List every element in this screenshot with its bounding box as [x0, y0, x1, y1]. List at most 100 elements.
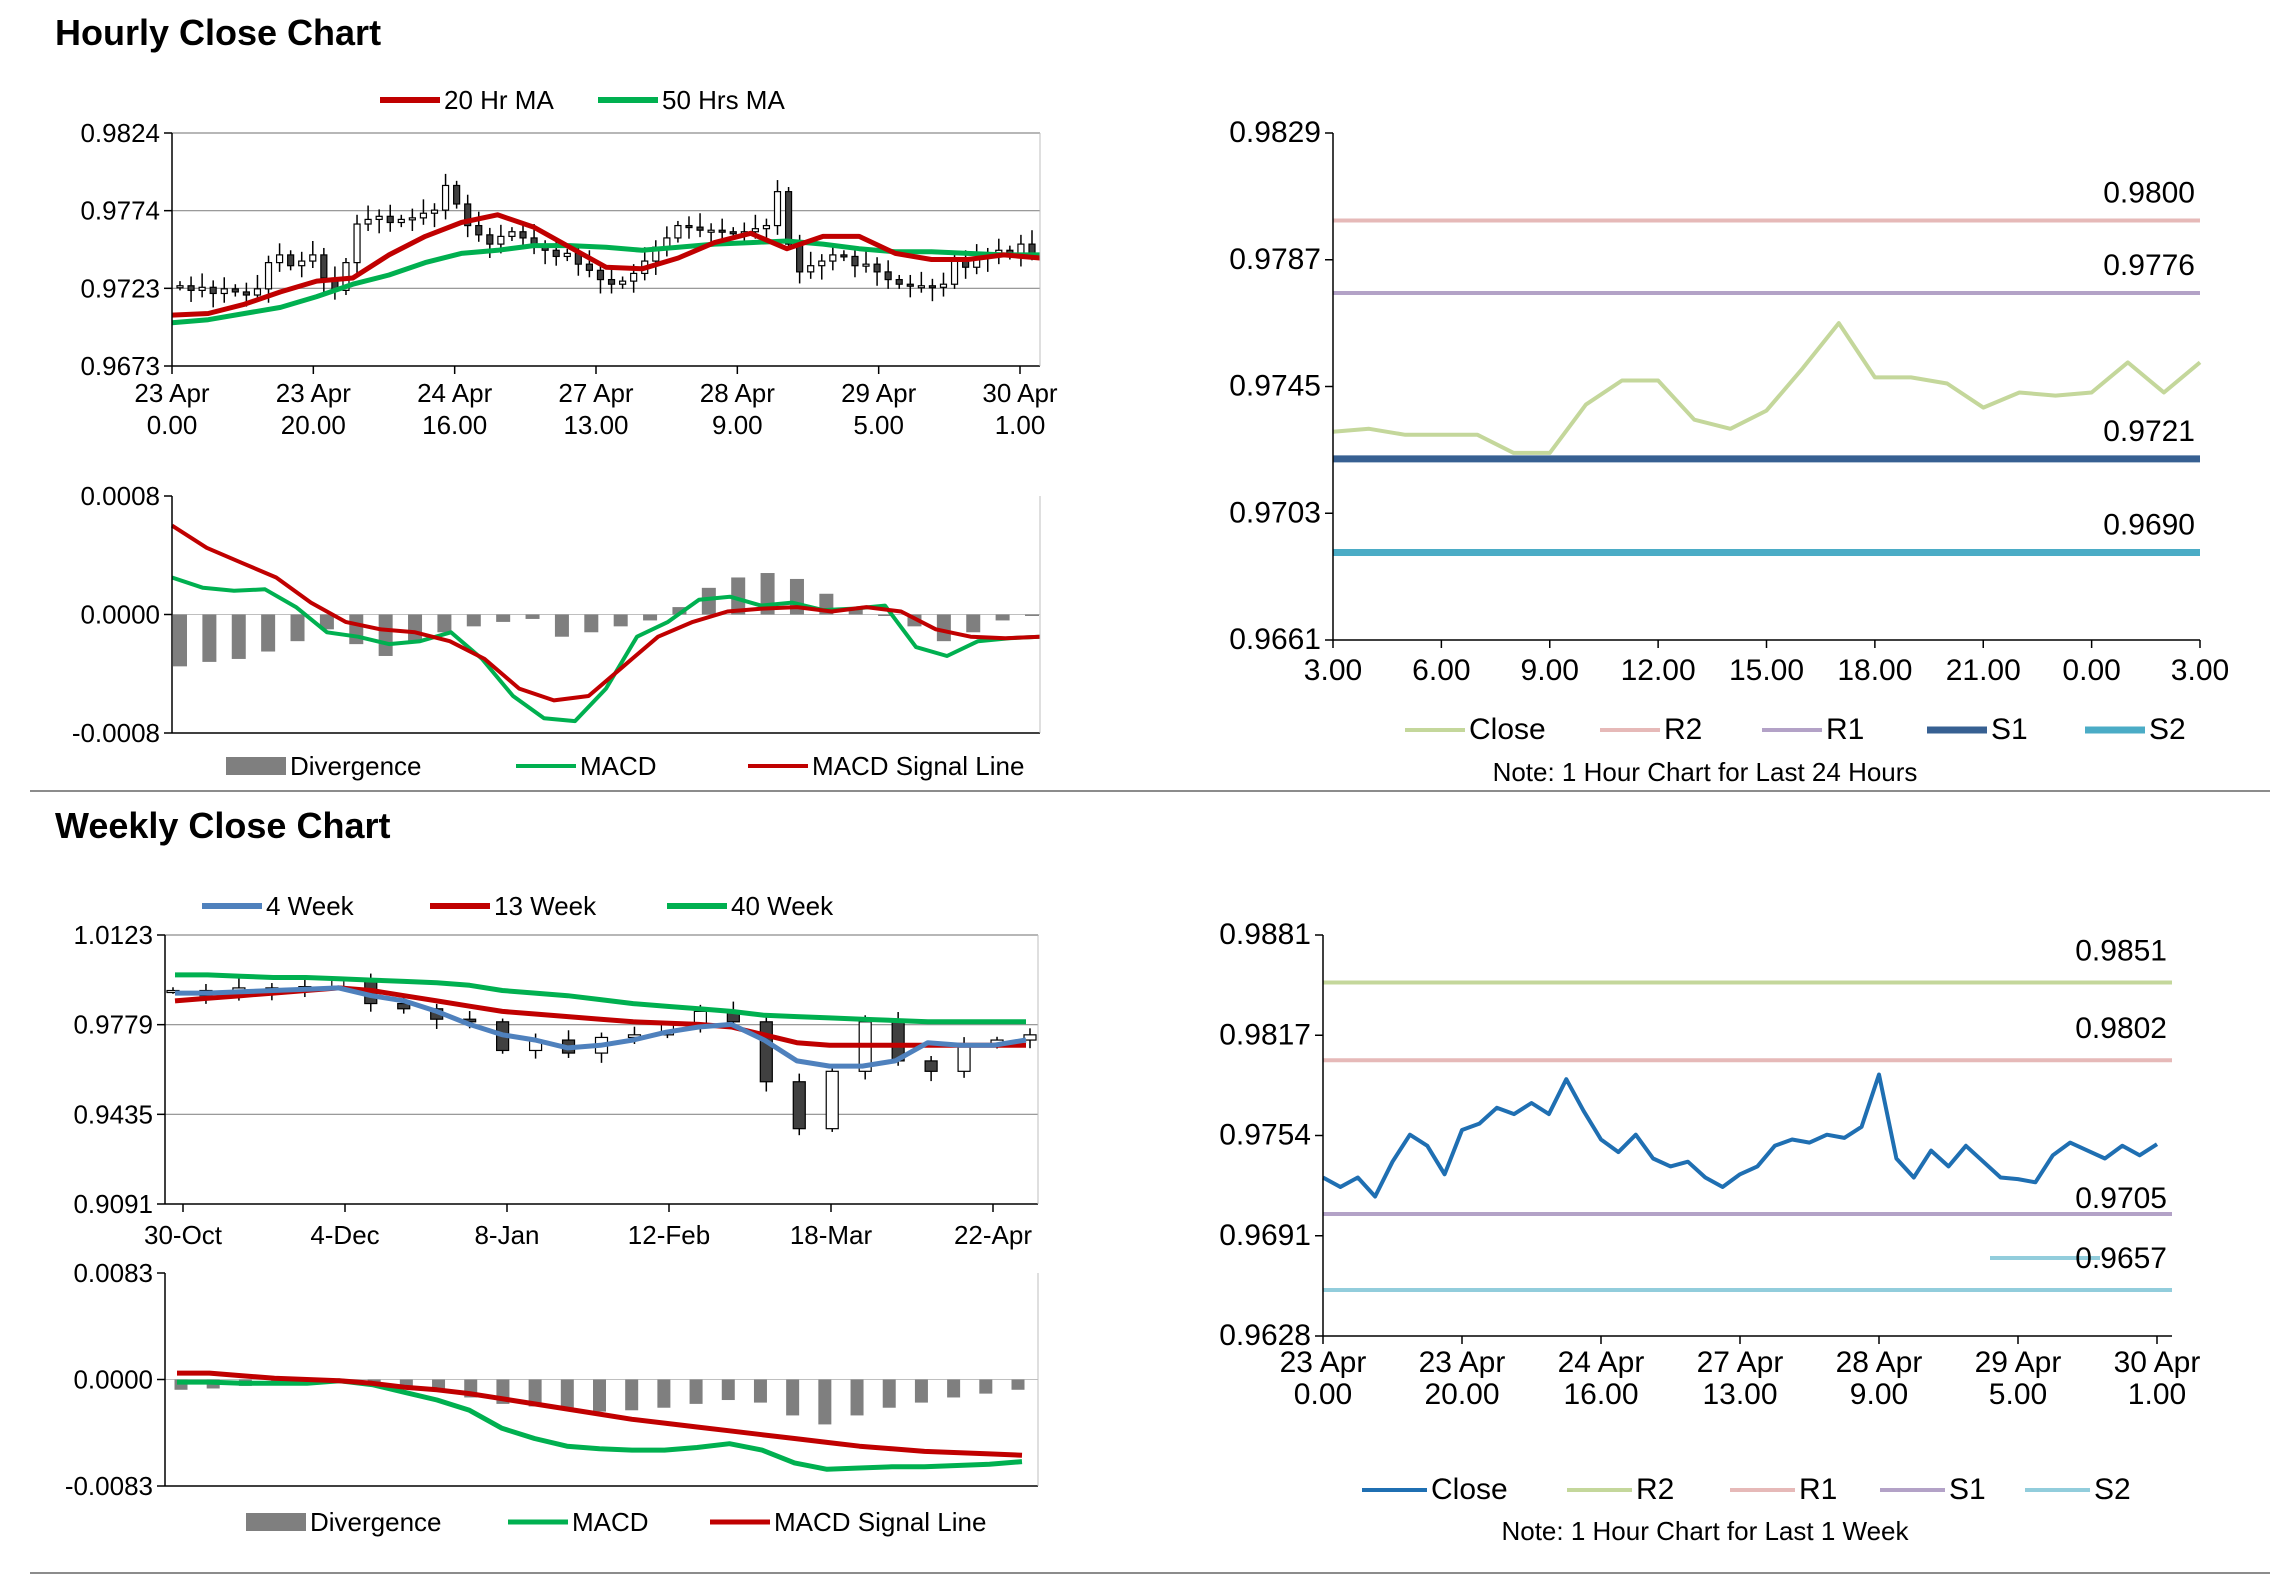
- hourly-price-candle: [508, 231, 516, 237]
- hourly-price-xtick-time: 9.00: [712, 410, 763, 440]
- weekly-macd-divergence-bar: [174, 1379, 188, 1390]
- hourly-macd-divergence-bar: [936, 614, 951, 642]
- hourly-price-candle: [928, 285, 937, 289]
- hourly-24h-legend-s2-label: S2: [2149, 713, 2186, 746]
- hourly-24h-ytick-label: 0.9661: [1229, 623, 1321, 656]
- weekly-price-candle: [397, 1002, 411, 1010]
- weekly-1week-xtick-time: 16.00: [1563, 1378, 1638, 1411]
- hourly-macd-signal-line: [170, 523, 1041, 703]
- weekly-price-xtick-label: 12-Feb: [628, 1220, 710, 1250]
- hourly-24h-xtick-label: 0.00: [2062, 654, 2120, 687]
- hourly-price-xtick-time: 1.00: [995, 410, 1046, 440]
- hourly-macd-divergence-bar: [496, 614, 511, 622]
- weekly-1week-ytick-label: 0.9817: [1219, 1018, 1311, 1051]
- weekly-macd-divergence-bar: [850, 1379, 864, 1416]
- hourly-price-candle: [231, 288, 239, 293]
- weekly-price-candle: [1023, 1034, 1037, 1041]
- hourly-price-candle: [430, 209, 439, 214]
- hourly-price-ytick-label: 0.9774: [80, 196, 160, 226]
- hourly-price-xtick-date: 23 Apr: [276, 378, 352, 408]
- hourly-price-candle: [884, 271, 892, 281]
- weekly-macd-divergence-bar: [593, 1379, 606, 1412]
- hourly-macd-divergence-bar: [173, 614, 187, 667]
- hourly-price-candle: [696, 226, 704, 231]
- hourly-price-xtick-time: 13.00: [563, 410, 628, 440]
- weekly-legend-40w-label: 40 Week: [731, 891, 834, 921]
- hourly-price-ytick-label: 0.9673: [80, 351, 160, 381]
- weekly-1week-legend-close-label: Close: [1431, 1473, 1508, 1506]
- weekly-macd-ytick-label: 0.0083: [73, 1258, 153, 1288]
- hourly-24h-note: Note: 1 Hour Chart for Last 24 Hours: [1493, 757, 1918, 787]
- hourly-price-candle: [408, 217, 416, 221]
- hourly-macd-divergence-bar: [231, 614, 246, 659]
- weekly-macd-divergence-bar: [1011, 1379, 1025, 1390]
- hourly-macd-ytick-label: 0.0000: [80, 600, 160, 630]
- hourly-24h-legend-r1-label: R1: [1826, 713, 1864, 746]
- weekly-1week-ytick-label: 0.9628: [1219, 1319, 1311, 1352]
- hourly-price-candle: [441, 184, 450, 211]
- weekly-legend-divergence-swatch: [246, 1513, 306, 1531]
- hourly-price-candle: [519, 231, 527, 239]
- weekly-macd-signal-line: [177, 1370, 1023, 1458]
- weekly-1week-xtick-time: 20.00: [1424, 1378, 1499, 1411]
- weekly-price-xtick-label: 22-Apr: [954, 1220, 1032, 1250]
- hourly-24h-level-label-s1: 0.9721: [2103, 415, 2195, 448]
- hourly-24h-xtick-label: 9.00: [1521, 654, 1579, 687]
- hourly-24h-legend-s1-label: S1: [1991, 713, 2028, 746]
- weekly-macd-divergence-bar: [818, 1379, 832, 1425]
- weekly-1week-xtick-date: 24 Apr: [1558, 1346, 1645, 1379]
- hourly-price-candle: [851, 255, 859, 267]
- hourly-24h-ytick-label: 0.9829: [1229, 116, 1321, 149]
- hourly-price-candle: [674, 224, 682, 239]
- hourly-legend-ma20-label: 20 Hr MA: [444, 85, 554, 115]
- hourly-price-candle: [596, 269, 605, 281]
- weekly-1week-xtick-time: 5.00: [1989, 1378, 2047, 1411]
- hourly-price-candle: [818, 260, 826, 267]
- hourly-macd-divergence-bar: [995, 614, 1010, 621]
- hourly-ma20-line: [171, 212, 1041, 318]
- weekly-macd-divergence-bar: [786, 1379, 800, 1416]
- weekly-macd-divergence-bar: [528, 1379, 542, 1407]
- weekly-4w-line: [175, 985, 1027, 1069]
- hourly-24h-level-label-s2: 0.9690: [2103, 508, 2195, 541]
- weekly-section-title: Weekly Close Chart: [55, 805, 391, 846]
- hourly-legend-ma50-label: 50 Hrs MA: [662, 85, 785, 115]
- weekly-price-ytick-label: 0.9435: [73, 1099, 153, 1129]
- hourly-price-candle: [840, 254, 848, 258]
- weekly-1week-close-line: [1322, 1072, 2159, 1199]
- hourly-price-candle: [453, 184, 461, 205]
- hourly-price-candle: [563, 252, 571, 258]
- weekly-macd-ytick-label: -0.0083: [65, 1471, 153, 1501]
- hourly-price-xtick-date: 29 Apr: [841, 378, 917, 408]
- weekly-1week-note: Note: 1 Hour Chart for Last 1 Week: [1501, 1516, 1909, 1546]
- hourly-price-candle: [464, 203, 472, 227]
- hourly-price-xtick-time: 0.00: [147, 410, 198, 440]
- section-divider-top: [30, 790, 2270, 792]
- weekly-macd-divergence-bar: [753, 1379, 767, 1403]
- hourly-price-xtick-date: 24 Apr: [417, 378, 493, 408]
- hourly-section-title: Hourly Close Chart: [55, 12, 382, 53]
- hourly-price-candle: [187, 285, 195, 291]
- weekly-1week-xtick-time: 0.00: [1294, 1378, 1352, 1411]
- weekly-macd-divergence-bar: [399, 1379, 413, 1388]
- hourly-price-ytick-label: 0.9723: [80, 273, 160, 303]
- hourly-price-candle: [386, 215, 394, 224]
- hourly-price-candle: [397, 218, 405, 224]
- weekly-1week-ytick-label: 0.9754: [1219, 1119, 1311, 1152]
- hourly-price-candle: [939, 283, 948, 288]
- weekly-legend-macd-label: MACD: [572, 1507, 649, 1537]
- hourly-24h-xtick-label: 6.00: [1412, 654, 1470, 687]
- hourly-legend-macd-label: MACD: [580, 751, 657, 781]
- hourly-macd-divergence-bar: [1025, 614, 1039, 616]
- hourly-price-candle: [497, 235, 505, 245]
- hourly-macd-ytick-label: 0.0008: [80, 481, 160, 511]
- hourly-macd-divergence-bar: [848, 607, 863, 615]
- weekly-macd-divergence-bar: [689, 1379, 703, 1404]
- weekly-legend-signal-label: MACD Signal Line: [774, 1507, 986, 1537]
- hourly-24h-level-label-r2: 0.9800: [2103, 177, 2195, 210]
- hourly-price-candle: [585, 263, 594, 271]
- hourly-price-candle: [873, 263, 881, 273]
- hourly-macd-divergence-bar: [319, 614, 334, 630]
- weekly-price-ytick-label: 0.9779: [73, 1010, 153, 1040]
- hourly-price-xtick-date: 27 Apr: [558, 378, 634, 408]
